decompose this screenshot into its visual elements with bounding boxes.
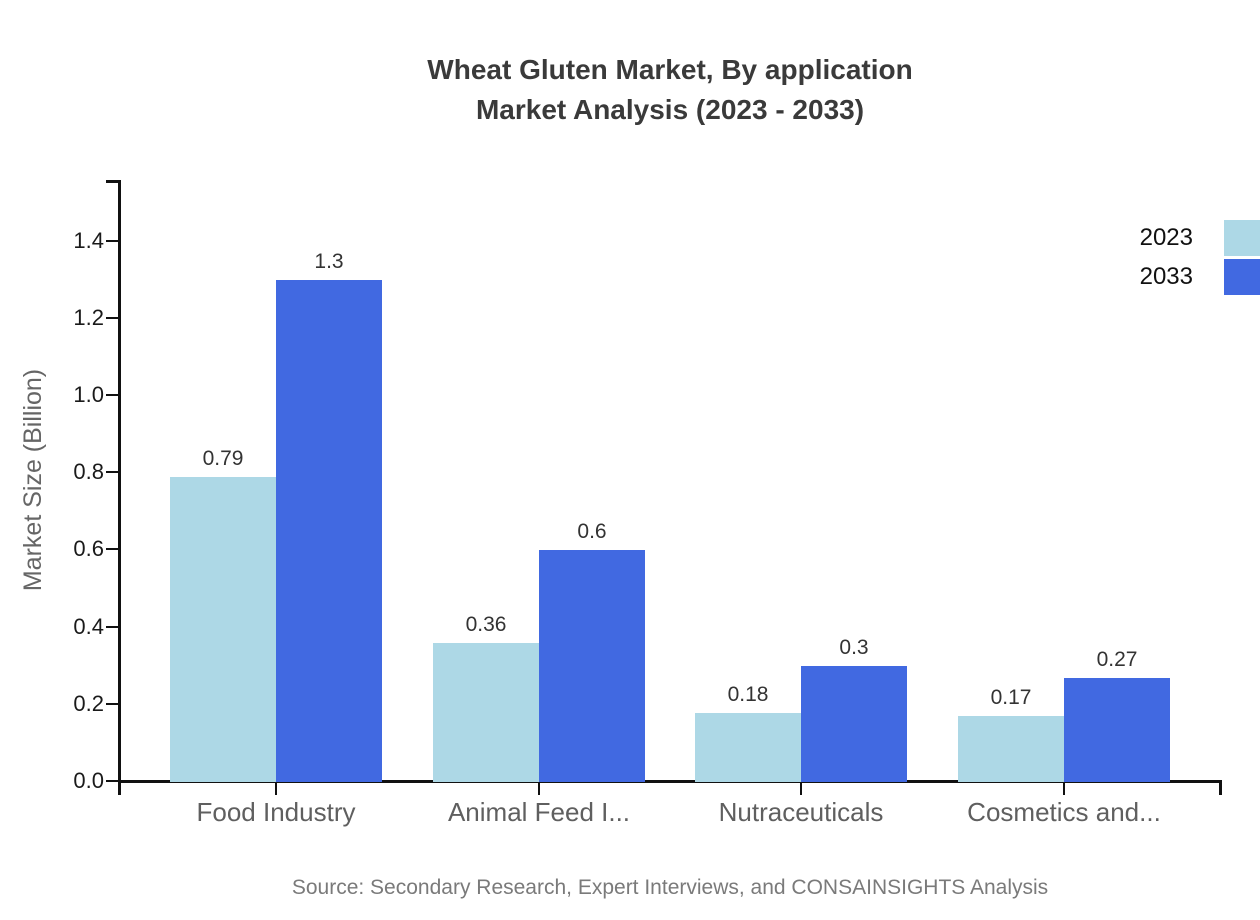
y-tick <box>106 394 118 396</box>
y-tick <box>106 626 118 628</box>
bar-value-label: 0.79 <box>202 447 244 470</box>
y-tick <box>106 780 118 782</box>
x-axis <box>118 780 1222 783</box>
x-category-label: Food Industry <box>196 797 356 827</box>
chart-title: Wheat Gluten Market, By application Mark… <box>118 50 1222 130</box>
bar-2023 <box>170 477 276 782</box>
x-tick <box>538 782 540 795</box>
chart-title-line2: Market Analysis (2023 - 2033) <box>475 94 865 125</box>
y-tick-label: 1.2 <box>73 305 104 330</box>
bar-value-label: 0.17 <box>990 686 1032 709</box>
y-axis-top-cap <box>106 180 121 183</box>
y-tick-label: 0.4 <box>73 614 104 639</box>
y-tick <box>106 548 118 550</box>
y-tick-label: 1.0 <box>73 382 104 407</box>
legend-label-2023: 2023 <box>1139 224 1193 251</box>
y-tick <box>106 471 118 473</box>
y-tick-label: 0.8 <box>73 459 104 484</box>
y-axis <box>118 180 121 795</box>
x-tick <box>1063 782 1065 795</box>
y-tick-label: 1.4 <box>73 228 104 253</box>
x-category-label: Nutraceuticals <box>718 797 884 827</box>
chart-title-line1: Wheat Gluten Market, By application <box>427 54 913 85</box>
legend-label-2033: 2033 <box>1139 263 1193 290</box>
y-tick-label: 0.0 <box>73 768 104 793</box>
y-tick <box>106 317 118 319</box>
x-tick <box>275 782 277 795</box>
bar-2033 <box>539 550 645 782</box>
x-category-label: Animal Feed I... <box>447 797 631 827</box>
bar-value-label: 0.6 <box>577 520 607 543</box>
bar-value-label: 0.27 <box>1096 648 1138 671</box>
bar-value-label: 0.18 <box>727 683 769 706</box>
bar-2023 <box>958 716 1064 782</box>
bar-value-label: 0.3 <box>839 636 869 659</box>
y-tick <box>106 240 118 242</box>
x-axis-right-cap <box>1219 780 1222 795</box>
source-note: Source: Secondary Research, Expert Inter… <box>291 876 1049 899</box>
bar-2033 <box>801 666 907 782</box>
legend-swatch-2033 <box>1224 259 1260 295</box>
bar-value-label: 0.36 <box>465 613 507 636</box>
bar-2023 <box>695 713 801 782</box>
x-tick <box>800 782 802 795</box>
y-tick-label: 0.6 <box>73 536 104 561</box>
bar-2033 <box>276 280 382 782</box>
bar-2033 <box>1064 678 1170 782</box>
bar-2023 <box>433 643 539 782</box>
bar-value-label: 1.3 <box>314 250 344 273</box>
y-tick <box>106 703 118 705</box>
legend-swatch-2023 <box>1224 220 1260 256</box>
y-tick-label: 0.2 <box>73 691 104 716</box>
x-category-label: Cosmetics and... <box>967 797 1161 827</box>
